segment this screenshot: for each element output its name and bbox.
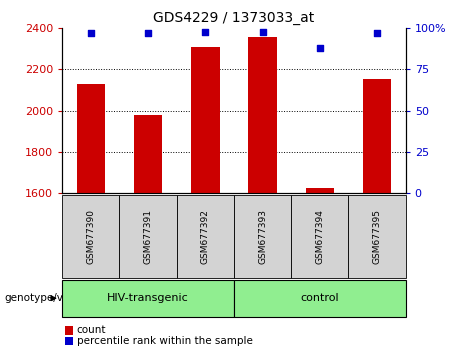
Point [144, 30, 152, 36]
Text: HIV-transgenic: HIV-transgenic [107, 293, 189, 303]
Text: GSM677393: GSM677393 [258, 209, 267, 264]
Bar [248, 36, 277, 193]
Text: GSM677390: GSM677390 [86, 209, 95, 264]
Bar [134, 115, 162, 193]
Point [87, 30, 95, 36]
Bar [363, 79, 391, 193]
Point [373, 30, 381, 36]
Text: GSM677395: GSM677395 [372, 209, 382, 264]
Point [316, 45, 324, 51]
Text: GSM677391: GSM677391 [143, 209, 153, 264]
Title: GDS4229 / 1373033_at: GDS4229 / 1373033_at [154, 11, 314, 24]
Text: GSM677394: GSM677394 [315, 209, 325, 264]
Bar [77, 84, 105, 193]
Bar [191, 47, 219, 193]
Text: percentile rank within the sample: percentile rank within the sample [77, 336, 253, 346]
Text: count: count [77, 325, 106, 335]
Point [201, 29, 209, 34]
Text: control: control [301, 293, 339, 303]
Point [259, 29, 266, 34]
Text: GSM677392: GSM677392 [201, 209, 210, 264]
Text: genotype/variation: genotype/variation [5, 293, 104, 303]
Bar [306, 188, 334, 193]
